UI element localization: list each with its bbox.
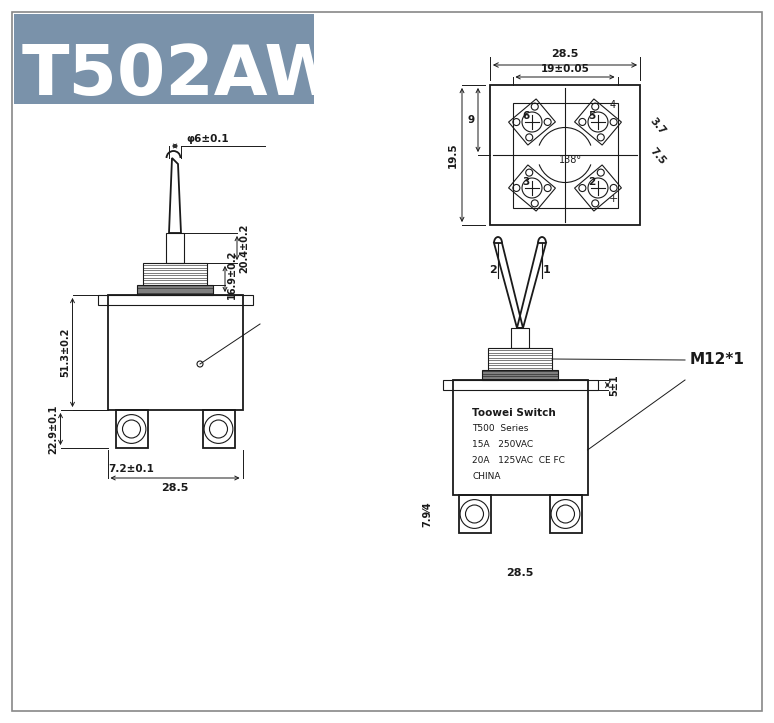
Text: T500  Series: T500 Series	[472, 424, 529, 433]
Text: 28.5: 28.5	[551, 49, 579, 59]
Text: M12*1: M12*1	[690, 353, 745, 367]
Text: 7.5: 7.5	[648, 146, 668, 167]
Bar	[453, 380, 587, 495]
Bar	[98, 295, 252, 305]
Text: 16.9±0.2: 16.9±0.2	[227, 249, 237, 299]
Bar	[137, 285, 213, 295]
Bar	[490, 85, 640, 225]
Text: 5±1: 5±1	[609, 375, 619, 395]
Text: 4: 4	[610, 100, 616, 110]
Text: 3.7: 3.7	[648, 116, 668, 137]
Text: 2: 2	[489, 265, 497, 275]
Text: φ6±0.1: φ6±0.1	[186, 134, 228, 144]
Text: 7.2±0.1: 7.2±0.1	[108, 464, 155, 474]
Bar	[458, 495, 491, 533]
Bar	[550, 495, 581, 533]
Text: 9: 9	[467, 115, 475, 125]
Text: 19±0.05: 19±0.05	[540, 64, 590, 74]
Bar	[203, 410, 235, 448]
Text: 3: 3	[522, 177, 529, 187]
Text: +: +	[608, 194, 618, 204]
Bar	[443, 380, 598, 390]
Bar	[143, 263, 207, 285]
Bar	[511, 328, 529, 348]
Text: 20A   125VAC  CE FC: 20A 125VAC CE FC	[472, 456, 565, 465]
Bar	[115, 410, 148, 448]
Text: CHINA: CHINA	[472, 472, 501, 481]
Text: 15A   250VAC: 15A 250VAC	[472, 440, 533, 449]
Bar	[108, 295, 242, 410]
Bar	[512, 103, 618, 208]
Text: 1: 1	[543, 265, 551, 275]
Text: 5: 5	[588, 111, 596, 121]
Text: 19.5: 19.5	[448, 142, 458, 168]
Bar	[14, 14, 314, 104]
Text: 20.4±0.2: 20.4±0.2	[239, 223, 249, 273]
Bar	[488, 348, 552, 370]
Text: T502AW: T502AW	[22, 41, 342, 108]
Text: 138°: 138°	[560, 155, 583, 165]
Text: 6: 6	[522, 111, 529, 121]
Text: 7.9⁄4: 7.9⁄4	[423, 501, 433, 527]
Bar	[482, 370, 558, 380]
Text: 28.5: 28.5	[506, 568, 534, 578]
Text: 22.9±0.1: 22.9±0.1	[49, 404, 59, 454]
Text: 28.5: 28.5	[161, 483, 189, 493]
Bar	[166, 233, 184, 263]
Text: 51.3±0.2: 51.3±0.2	[60, 328, 70, 377]
Text: Toowei Switch: Toowei Switch	[472, 408, 557, 418]
Text: 2: 2	[588, 177, 596, 187]
